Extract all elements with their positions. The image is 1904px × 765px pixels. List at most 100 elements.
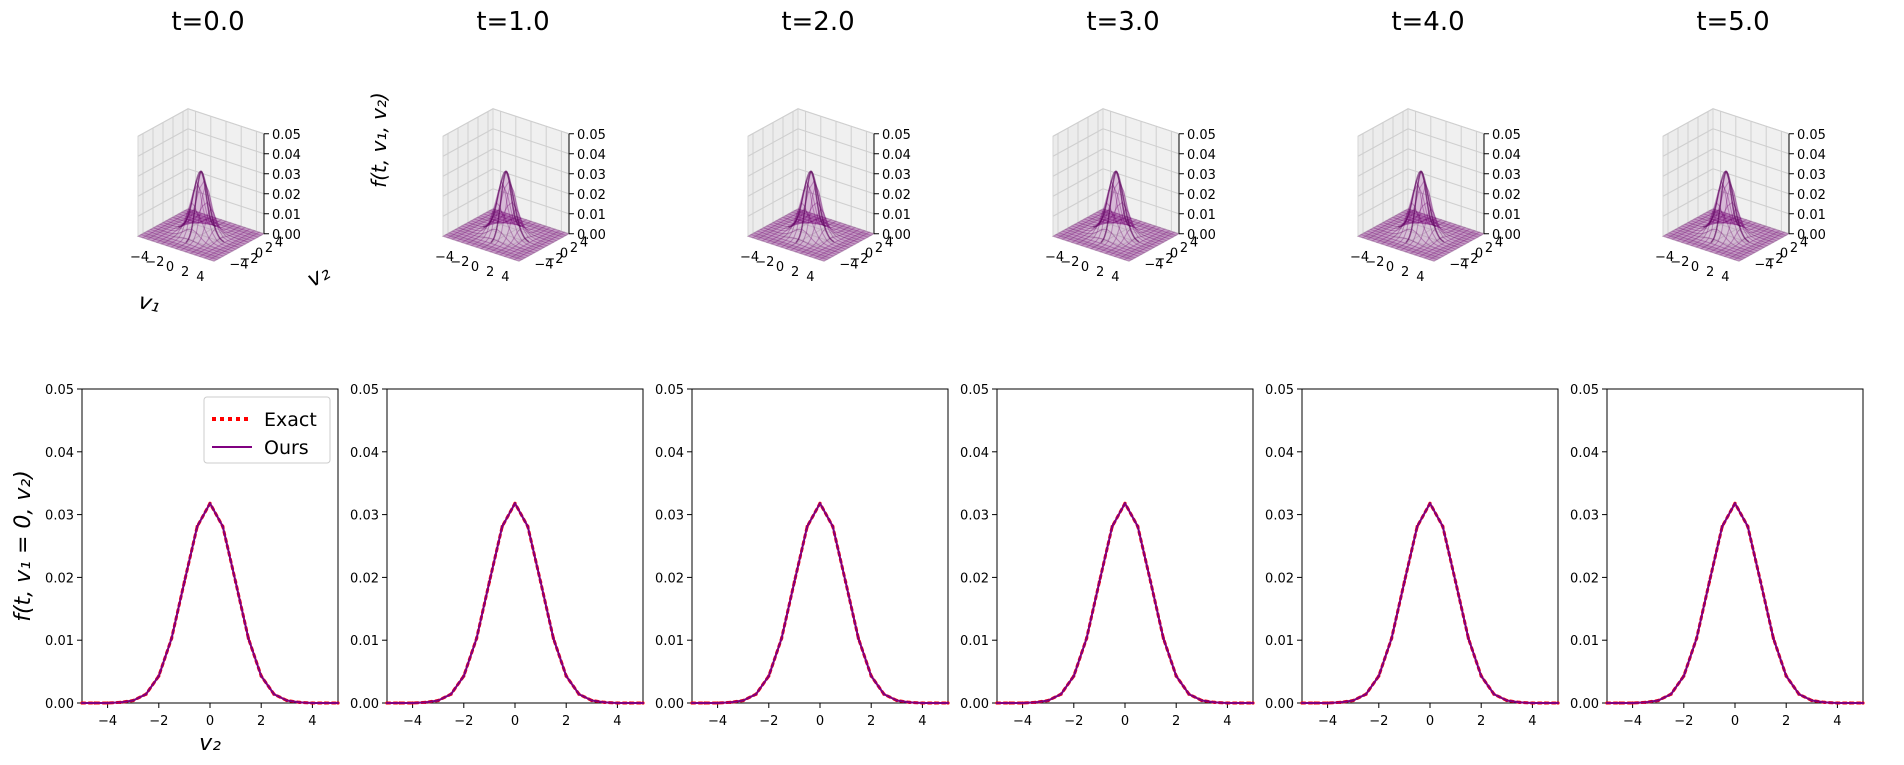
surface-facet — [496, 216, 508, 221]
surface-facet — [1395, 216, 1407, 222]
surface-facet — [204, 250, 216, 256]
surface-facet — [846, 233, 857, 239]
surface-facet — [1716, 216, 1728, 221]
surface-facet — [1719, 188, 1729, 217]
gridline — [442, 148, 494, 177]
surface-facet — [520, 248, 532, 254]
surface-facet — [792, 246, 803, 251]
data-point — [1416, 525, 1419, 528]
surface-facet — [1126, 247, 1137, 252]
gridline — [137, 148, 189, 177]
surface-facet — [150, 230, 162, 235]
surface-facet — [833, 240, 844, 245]
data-point — [208, 502, 212, 505]
surface-facet — [1680, 223, 1691, 229]
surface-facet — [1092, 211, 1103, 217]
surface-facet — [509, 250, 521, 256]
y-tick-label: 0.01 — [45, 634, 74, 649]
surface-facet — [493, 209, 504, 215]
surface-facet — [1092, 244, 1104, 250]
surface-facet — [1423, 247, 1434, 252]
surface-facet — [794, 249, 805, 254]
surface-facet — [1679, 228, 1690, 234]
surface-facet — [823, 220, 835, 226]
z-tick-label: 0.02 — [577, 188, 606, 203]
surface-facet — [175, 222, 185, 232]
surface-facet — [1393, 243, 1404, 248]
gridline — [1402, 211, 1480, 237]
surface-facet — [1448, 233, 1459, 239]
surface-facet — [839, 237, 851, 242]
surface-facet — [1158, 233, 1170, 238]
surface-facet — [531, 230, 542, 235]
surface-facet — [1707, 213, 1718, 218]
z-tick-label: 0.04 — [1187, 148, 1216, 163]
surface-facet — [842, 227, 854, 232]
y-tick-label: 0.04 — [1265, 446, 1294, 461]
gridline — [772, 222, 850, 248]
surface-facet — [1108, 243, 1119, 249]
surface-facet — [1115, 226, 1125, 244]
surface-facet — [1439, 227, 1450, 234]
surface-facet — [855, 236, 866, 242]
surface-facet — [1136, 230, 1146, 238]
x-tick-label: 0 — [1121, 714, 1129, 729]
surface-facet — [1414, 188, 1424, 217]
surface-facet — [160, 225, 171, 230]
gridline — [1662, 148, 1714, 177]
gridline — [492, 108, 570, 135]
surface-facet — [1447, 225, 1459, 230]
surface-facet — [797, 247, 808, 253]
surface-facet — [477, 218, 489, 223]
surface-facet — [540, 225, 552, 230]
surface-facet — [1420, 249, 1431, 254]
surface-facet — [1072, 226, 1083, 232]
surface-ridge — [490, 170, 522, 244]
surface-facet — [533, 242, 544, 247]
surface-facet — [250, 230, 261, 235]
surface-facet — [468, 240, 479, 245]
surface-facet — [229, 228, 241, 234]
surface-facet — [1762, 228, 1773, 234]
surface-facet — [832, 245, 843, 250]
surface-facet — [773, 223, 784, 228]
surface-facet — [1361, 235, 1372, 240]
surface-facet — [537, 235, 549, 240]
surface-facet — [781, 239, 792, 245]
z-tick-label: 0.03 — [1797, 168, 1826, 183]
gridline — [442, 108, 494, 137]
surface-facet — [536, 232, 547, 237]
data-point — [1428, 502, 1432, 505]
surface-facet — [1395, 222, 1405, 232]
data-point — [1669, 693, 1673, 696]
data-point — [1239, 701, 1242, 705]
surface-facet — [1147, 227, 1159, 232]
data-point — [616, 701, 619, 705]
surface-facet — [1065, 230, 1077, 235]
surface-facet — [1737, 217, 1748, 222]
surface-facet — [463, 238, 475, 243]
surface-facet — [444, 232, 456, 237]
surface-facet — [757, 232, 769, 237]
surface-facet — [184, 249, 195, 254]
surface-ridge — [795, 170, 827, 244]
surface-facet — [169, 227, 181, 232]
surface-facet — [476, 215, 487, 220]
surface-facet — [245, 228, 256, 233]
surface-facet — [166, 221, 177, 227]
surface-facet — [541, 241, 552, 247]
surface-facet — [1443, 248, 1454, 254]
surface-facet — [1762, 236, 1773, 242]
surface-facet — [1413, 252, 1425, 258]
surface-facet — [1391, 227, 1402, 235]
surface-facet — [1664, 232, 1676, 237]
surface-panel-1: t=1.00.000.010.020.030.040.05−4−2 0 2 4−4−2… — [435, 7, 606, 285]
surface-facet — [242, 238, 253, 243]
surface-facet — [1124, 242, 1135, 249]
surface-facet — [169, 236, 181, 241]
surface-facet — [541, 233, 552, 239]
surface-facet — [467, 236, 478, 242]
y-tick-label: 0.01 — [350, 634, 379, 649]
surface-facet — [1413, 219, 1424, 224]
data-point — [1021, 701, 1024, 705]
